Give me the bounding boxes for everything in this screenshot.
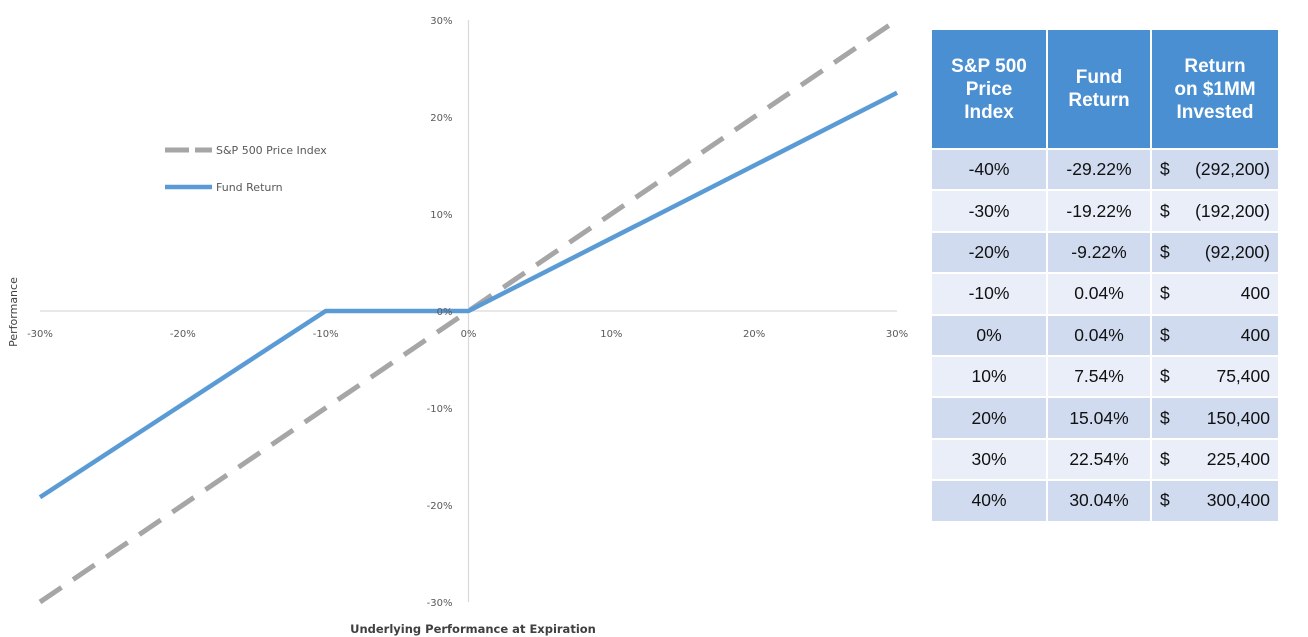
cell-fund-return: -9.22% [1048,232,1150,273]
table-row: 30% 22.54% $225,400 [932,439,1278,480]
y-tick-label: -20% [427,501,453,512]
currency-symbol: $ [1160,200,1170,221]
returns-table: S&P 500 Price Index Fund Return Return on $1MM… [930,28,1280,523]
header-line: Price [965,78,1013,100]
cell-dollar-return: $400 [1152,274,1278,314]
dollar-amount: (192,200) [1195,200,1270,221]
legend: S&P 500 Price Index Fund Return [165,144,327,194]
header-line: Index [964,101,1014,123]
cell-fund-return: 7.54% [1048,356,1150,397]
y-tick-label: 0% [437,307,453,318]
x-tick-label: 20% [743,329,765,340]
legend-label: S&P 500 Price Index [216,144,327,157]
cell-index-return: 40% [932,481,1046,521]
cell-dollar-return: $75,400 [1152,356,1278,397]
dollar-amount: 300,400 [1206,490,1270,511]
x-axis-title: Underlying Performance at Expiration [350,622,596,636]
currency-symbol: $ [1160,448,1170,469]
table-row: -40% -29.22% $ (292,200) [932,150,1278,190]
y-tick-label: -10% [427,404,453,415]
dollar-amount: 400 [1240,283,1270,304]
cell-index-return: -40% [932,150,1046,190]
cell-dollar-return: $ (192,200) [1152,191,1278,231]
y-tick-label: 10% [430,210,452,221]
dollar-amount: 150,400 [1206,407,1270,428]
x-tick-label: 0% [461,329,477,340]
y-tick-label: 20% [430,113,452,124]
header-return-on-1mm: Return on $1MM Invested [1152,30,1278,148]
cell-fund-return: 0.04% [1048,315,1150,355]
currency-symbol: $ [1160,241,1170,262]
cell-fund-return: 0.04% [1048,274,1150,314]
x-tick-label: -30% [27,329,53,340]
y-tick-label: -30% [427,598,453,609]
cell-dollar-return: $300,400 [1152,481,1278,521]
table-body: -40% -29.22% $ (292,200) -30% -19.22% $ (192,20… [932,150,1278,521]
cell-dollar-return: $ (92,200) [1152,232,1278,273]
dollar-amount: 225,400 [1206,448,1270,469]
header-sp500-price-index: S&P 500 Price Index [932,30,1046,148]
dollar-amount: (92,200) [1204,241,1270,262]
series-line-fund-return [38,90,899,500]
cell-index-return: 0% [932,315,1046,355]
cell-index-return: -20% [932,232,1046,273]
table-row: 10% 7.54% $75,400 [932,356,1278,397]
currency-symbol: $ [1160,159,1170,180]
x-tick-label: 10% [600,329,622,340]
cell-index-return: 30% [932,439,1046,480]
header-line: Return [1068,90,1130,111]
cell-fund-return: 30.04% [1048,481,1150,521]
cell-index-return: -10% [932,274,1046,314]
payoff-chart: -30% -20% -10% 0% 10% 20% 30% 30% 20% 10% 0% -10% -2… [7,16,908,636]
cell-dollar-return: $150,400 [1152,398,1278,438]
table-row: -20% -9.22% $ (92,200) [932,232,1278,273]
currency-symbol: $ [1160,283,1170,304]
series-lines [38,17,899,605]
tick-labels: -30% -20% -10% 0% 10% 20% 30% 30% 20% 10% 0% -10% -2… [27,16,908,609]
table-row: -10% 0.04% $400 [932,274,1278,314]
dollar-amount: 400 [1240,324,1270,345]
legend-label: Fund Return [216,181,283,194]
header-fund-return: Fund Return [1048,30,1150,148]
header-line: Return [1184,55,1246,77]
currency-symbol: $ [1160,490,1170,511]
cell-fund-return: -29.22% [1048,150,1150,190]
table-row: 20% 15.04% $150,400 [932,398,1278,438]
cell-fund-return: 22.54% [1048,439,1150,480]
header-line: on $1MM [1174,78,1256,100]
header-line: Fund [1075,67,1123,88]
x-tick-label: 30% [886,329,908,340]
cell-dollar-return: $225,400 [1152,439,1278,480]
series-line-sp500-price-index [38,17,899,605]
table-row: 0% 0.04% $400 [932,315,1278,355]
y-tick-label: 30% [430,16,452,27]
y-axis-title: Performance [7,277,20,347]
table-row: -30% -19.22% $ (192,200) [932,191,1278,231]
cell-dollar-return: $ (292,200) [1152,150,1278,190]
cell-index-return: -30% [932,191,1046,231]
header-line: Invested [1176,101,1254,123]
table-header-row: S&P 500 Price Index Fund Return Return on $1MM… [932,30,1278,148]
header-line: S&P 500 [951,55,1027,77]
cell-fund-return: -19.22% [1048,191,1150,231]
table-row: 40% 30.04% $300,400 [932,481,1278,521]
currency-symbol: $ [1160,324,1170,345]
dollar-amount: (292,200) [1195,159,1270,180]
cell-fund-return: 15.04% [1048,398,1150,438]
x-tick-label: -20% [170,329,196,340]
x-tick-label: -10% [313,329,339,340]
cell-dollar-return: $400 [1152,315,1278,355]
cell-index-return: 10% [932,356,1046,397]
currency-symbol: $ [1160,366,1170,387]
dollar-amount: 75,400 [1216,366,1270,387]
cell-index-return: 20% [932,398,1046,438]
currency-symbol: $ [1160,407,1170,428]
